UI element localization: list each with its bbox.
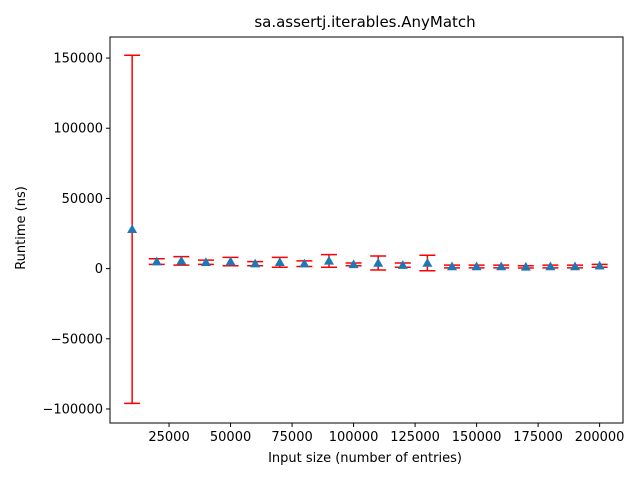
data-point-marker	[422, 257, 433, 267]
x-tick-label: 200000	[575, 430, 625, 445]
data-point-marker	[151, 256, 162, 266]
x-tick-label: 150000	[452, 430, 502, 445]
y-tick-label: −50000	[51, 332, 103, 347]
x-tick-label: 25000	[148, 430, 189, 445]
y-tick-label: 150000	[53, 52, 103, 67]
data-point-marker	[471, 261, 482, 271]
data-point-marker	[225, 256, 236, 266]
data-point-marker	[127, 224, 138, 234]
data-point-marker	[176, 255, 187, 265]
data-point-marker	[250, 258, 261, 268]
data-point-marker	[274, 257, 285, 267]
data-point-marker	[594, 260, 605, 270]
data-point-marker	[373, 257, 384, 267]
x-tick-label: 125000	[390, 430, 440, 445]
data-point-marker	[447, 261, 457, 271]
y-tick-label: 50000	[62, 192, 103, 207]
data-point-marker	[348, 259, 359, 269]
x-axis-label: Input size (number of entries)	[268, 451, 462, 466]
data-point-marker	[397, 260, 408, 269]
data-point-marker	[299, 258, 310, 268]
x-tick-label: 100000	[329, 430, 379, 445]
x-tick-label: 50000	[210, 430, 251, 445]
y-axis-label: Runtime (ns)	[14, 186, 29, 270]
plot-frame	[109, 36, 624, 424]
x-tick-label: 75000	[271, 430, 312, 445]
x-tick-label: 175000	[513, 430, 563, 445]
y-tick-label: 0	[95, 262, 103, 277]
data-point-marker	[520, 261, 531, 271]
data-point-marker	[496, 261, 507, 271]
y-tick-label: 100000	[53, 122, 103, 137]
plot-area: 25000 50000 75000 100000 125000 150000 175000 2…	[42, 36, 625, 445]
chart-title: sa.assertj.iterables.AnyMatch	[254, 13, 475, 31]
data-point-marker	[200, 257, 211, 267]
data-point-marker	[570, 261, 581, 271]
data-point-marker	[545, 261, 556, 271]
y-tick-label: −100000	[42, 402, 103, 417]
data-point-marker	[323, 255, 334, 265]
